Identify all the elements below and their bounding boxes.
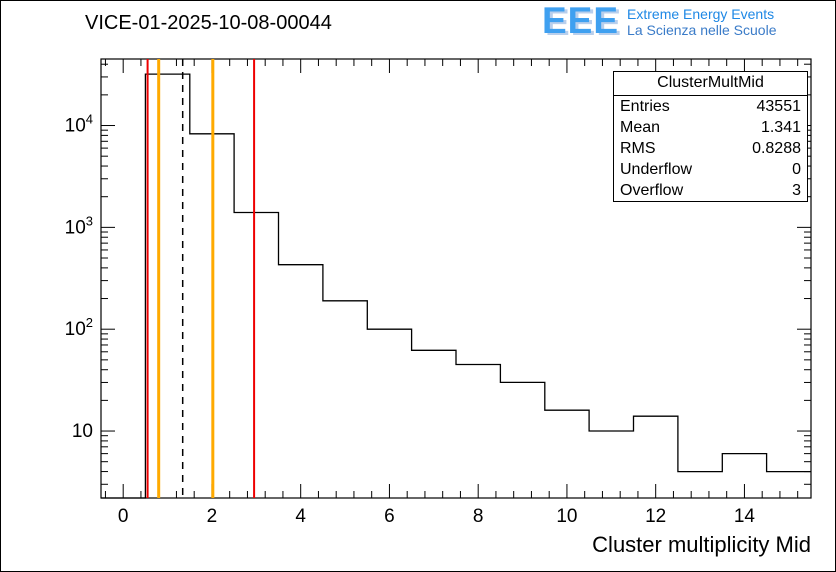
stats-box-title: ClusterMultMid [614,72,807,96]
stats-row-underflow: Underflow 0 [614,159,807,180]
stats-value: 3 [792,182,801,199]
stats-value: 0 [792,161,801,178]
stats-label: RMS [620,140,656,157]
x-tick-label: 8 [473,506,484,527]
stats-label: Overflow [620,182,684,199]
stats-value: 1.341 [760,119,801,136]
plot-frame [100,58,812,499]
stats-row-rms: RMS 0.8288 [614,138,807,159]
stats-box: ClusterMultMid Entries 43551 Mean 1.341 … [613,71,808,202]
eee-logo-line2: La Scienza nelle Scuole [627,22,777,38]
x-tick-label: 12 [645,506,666,527]
x-tick-label: 2 [207,506,218,527]
y-tick-label: 102 [65,315,93,340]
stats-row-entries: Entries 43551 [614,96,807,117]
stats-label: Entries [620,98,670,115]
x-axis-title: Cluster multiplicity Mid [592,532,811,557]
stats-row-overflow: Overflow 3 [614,180,807,201]
x-tick-label: 10 [556,506,577,527]
stats-value: 0.8288 [752,140,801,157]
eee-logo-text: Extreme Energy Events La Scienza nelle S… [627,4,776,38]
stats-label: Underflow [620,161,693,178]
y-tick-label: 103 [65,213,93,238]
y-tick-label: 10 [72,421,93,442]
x-tick-label: 6 [384,506,395,527]
y-tick-label: 104 [65,112,93,137]
x-tick-label: 0 [118,506,129,527]
eee-logo-line1: Extreme Energy Events [627,6,775,22]
stats-label: Mean [620,119,661,136]
plot-title: VICE-01-2025-10-08-00044 [85,12,332,34]
stats-row-mean: Mean 1.341 [614,117,807,138]
stats-value: 43551 [756,98,802,115]
eee-logo-acronym: EEE [542,0,620,41]
eee-logo: EEE Extreme Energy Events La Scienza nel… [542,0,776,41]
histogram-line [101,73,811,499]
x-tick-label: 14 [734,506,756,527]
x-tick-label: 4 [295,506,306,527]
